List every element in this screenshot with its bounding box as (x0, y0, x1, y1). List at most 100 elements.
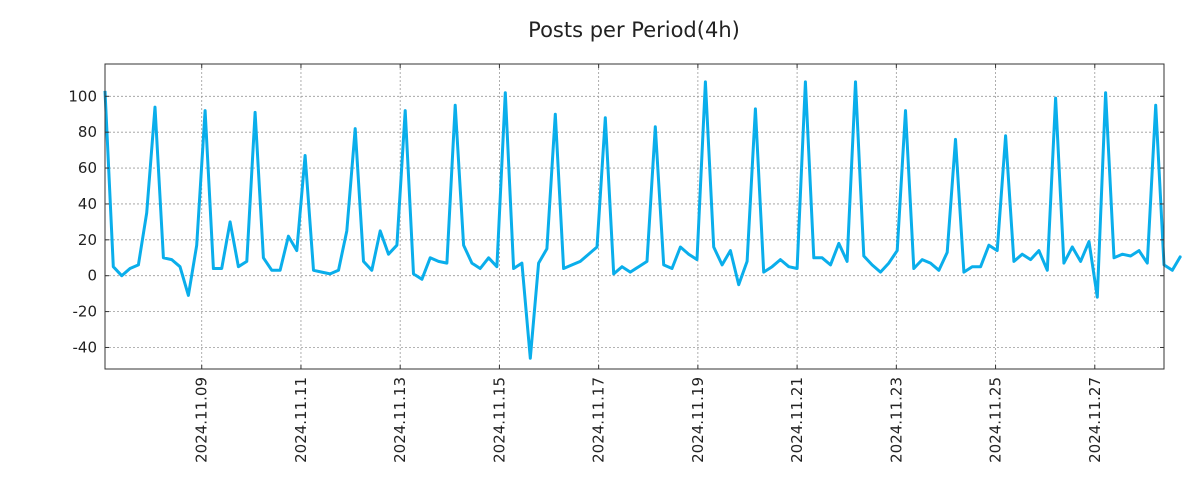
data-point (254, 111, 256, 114)
data-point (462, 244, 465, 246)
data-point (971, 266, 973, 268)
data-point (796, 267, 798, 270)
data-point (1146, 262, 1148, 264)
data-point (854, 81, 857, 83)
grid-lines (105, 64, 1164, 369)
data-point (729, 249, 731, 252)
data-point (746, 260, 748, 262)
data-point (437, 260, 440, 262)
data-point (279, 269, 281, 271)
data-point (396, 244, 398, 246)
data-point (988, 244, 990, 246)
data-point (129, 267, 131, 270)
chart-title: Posts per Period(4h) (528, 18, 740, 42)
y-tick-label: -20 (73, 303, 98, 321)
data-point (629, 271, 631, 273)
data-point (354, 127, 356, 130)
data-point (888, 262, 890, 264)
data-point (454, 104, 456, 106)
y-tick-label: 40 (78, 195, 97, 213)
data-point (963, 271, 965, 273)
series-layer (103, 80, 1182, 360)
data-point (1180, 255, 1182, 257)
data-point (1071, 246, 1073, 248)
plot-frame (104, 63, 1165, 370)
data-point (337, 269, 340, 271)
data-point (521, 262, 523, 264)
data-point (654, 126, 656, 128)
x-tick-label: 2024.11.09 (193, 377, 211, 463)
data-point (371, 269, 373, 271)
data-point (688, 253, 690, 255)
data-point (121, 275, 123, 277)
data-point (704, 81, 706, 83)
data-point (696, 258, 698, 261)
data-point (246, 260, 248, 262)
data-point (162, 257, 164, 259)
data-point (663, 264, 665, 266)
data-point (846, 260, 848, 262)
data-point (496, 266, 498, 268)
data-point (1096, 296, 1098, 298)
data-point (421, 278, 423, 280)
data-point (137, 264, 139, 266)
data-point (671, 267, 673, 270)
y-tick-label: -40 (73, 338, 98, 356)
data-point (921, 258, 923, 261)
data-point (446, 262, 448, 264)
data-point (904, 110, 907, 112)
data-point (221, 267, 223, 270)
data-point (529, 357, 531, 359)
data-point (604, 117, 606, 119)
data-point (212, 267, 215, 270)
data-point (362, 260, 365, 262)
data-point (1171, 269, 1173, 271)
data-point (412, 273, 415, 275)
data-point (271, 269, 273, 271)
data-point (754, 108, 757, 110)
x-tick-label: 2024.11.25 (987, 377, 1005, 463)
x-tick-label: 2024.11.11 (292, 377, 310, 463)
data-point (1130, 255, 1132, 257)
x-tick-label: 2024.11.17 (590, 377, 608, 463)
data-point (996, 249, 998, 252)
data-point (954, 138, 957, 140)
data-point (554, 113, 556, 115)
data-point (512, 267, 515, 270)
data-point (871, 264, 873, 266)
data-point (487, 257, 490, 259)
data-point (1029, 258, 1032, 261)
data-point (171, 258, 173, 261)
data-point (1113, 257, 1115, 259)
data-point (1063, 262, 1065, 264)
y-tick-label: 20 (78, 231, 97, 249)
data-point (929, 262, 932, 264)
data-point (879, 271, 882, 273)
data-point (788, 266, 790, 268)
y-tick-label: 80 (78, 123, 97, 141)
data-point (1054, 97, 1057, 99)
data-point (863, 255, 865, 257)
x-tick-label: 2024.11.23 (887, 377, 905, 463)
data-point (312, 269, 315, 271)
data-point (763, 271, 765, 273)
data-point (196, 244, 198, 246)
data-point (1038, 249, 1040, 252)
data-point (1138, 249, 1140, 252)
data-point (613, 273, 615, 275)
data-point (387, 253, 390, 255)
data-point (187, 294, 189, 297)
data-point (479, 267, 481, 270)
data-point (429, 257, 431, 259)
series-line-posts (103, 80, 1182, 360)
data-point (838, 242, 840, 245)
data-point (346, 230, 348, 232)
data-point (304, 154, 306, 157)
x-tick-label: 2024.11.27 (1086, 377, 1104, 463)
data-point (229, 221, 231, 223)
data-point (237, 266, 240, 268)
x-tick-label: 2024.11.13 (391, 377, 409, 463)
data-point (504, 92, 506, 94)
data-point (721, 264, 723, 266)
data-point (829, 264, 832, 266)
